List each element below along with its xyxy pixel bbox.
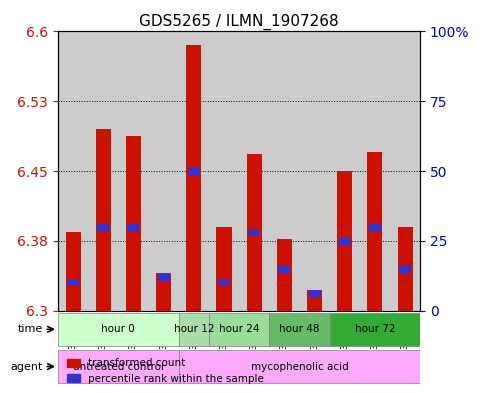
FancyBboxPatch shape (179, 312, 209, 346)
Bar (97, 223, 109, 231)
FancyBboxPatch shape (270, 312, 329, 346)
Bar (88, 31, 118, 311)
Legend: transformed count, percentile rank within the sample: transformed count, percentile rank withi… (63, 354, 268, 388)
Bar (128, 223, 140, 231)
Bar (248, 229, 260, 236)
Text: hour 0: hour 0 (101, 324, 135, 334)
Bar (179, 31, 209, 311)
Bar (118, 31, 149, 311)
Text: time: time (17, 324, 43, 334)
Bar (247, 154, 262, 311)
Bar (218, 279, 230, 286)
Bar (149, 31, 179, 311)
Bar (270, 31, 299, 311)
Bar (126, 136, 141, 311)
Bar (299, 31, 330, 311)
Text: untreated control: untreated control (73, 362, 164, 371)
FancyBboxPatch shape (58, 312, 179, 346)
Bar (399, 265, 411, 272)
Bar (360, 31, 390, 311)
Bar (239, 31, 270, 311)
Bar (339, 237, 351, 244)
FancyBboxPatch shape (209, 312, 270, 346)
Bar (368, 152, 383, 311)
Text: hour 72: hour 72 (355, 324, 395, 334)
Bar (330, 31, 360, 311)
Bar (156, 274, 171, 311)
FancyBboxPatch shape (179, 350, 420, 383)
Bar (337, 171, 352, 311)
Bar (369, 223, 381, 231)
Bar (277, 239, 292, 311)
Text: hour 12: hour 12 (173, 324, 214, 334)
Bar (216, 227, 231, 311)
Bar (96, 129, 111, 311)
Text: agent: agent (11, 362, 43, 371)
Bar (307, 290, 322, 311)
Text: hour 48: hour 48 (279, 324, 320, 334)
Bar (209, 31, 239, 311)
FancyBboxPatch shape (329, 312, 420, 346)
Text: mycophenolic acid: mycophenolic acid (251, 362, 348, 371)
Bar (66, 231, 81, 311)
Bar (398, 227, 412, 311)
Bar (186, 46, 201, 311)
Bar (188, 167, 200, 175)
Bar (278, 265, 290, 272)
Bar (157, 274, 170, 281)
Bar (67, 279, 79, 286)
FancyBboxPatch shape (58, 350, 179, 383)
Title: GDS5265 / ILMN_1907268: GDS5265 / ILMN_1907268 (139, 14, 339, 30)
Bar (390, 31, 420, 311)
Bar (309, 290, 321, 298)
Text: hour 24: hour 24 (219, 324, 259, 334)
Bar (58, 31, 88, 311)
